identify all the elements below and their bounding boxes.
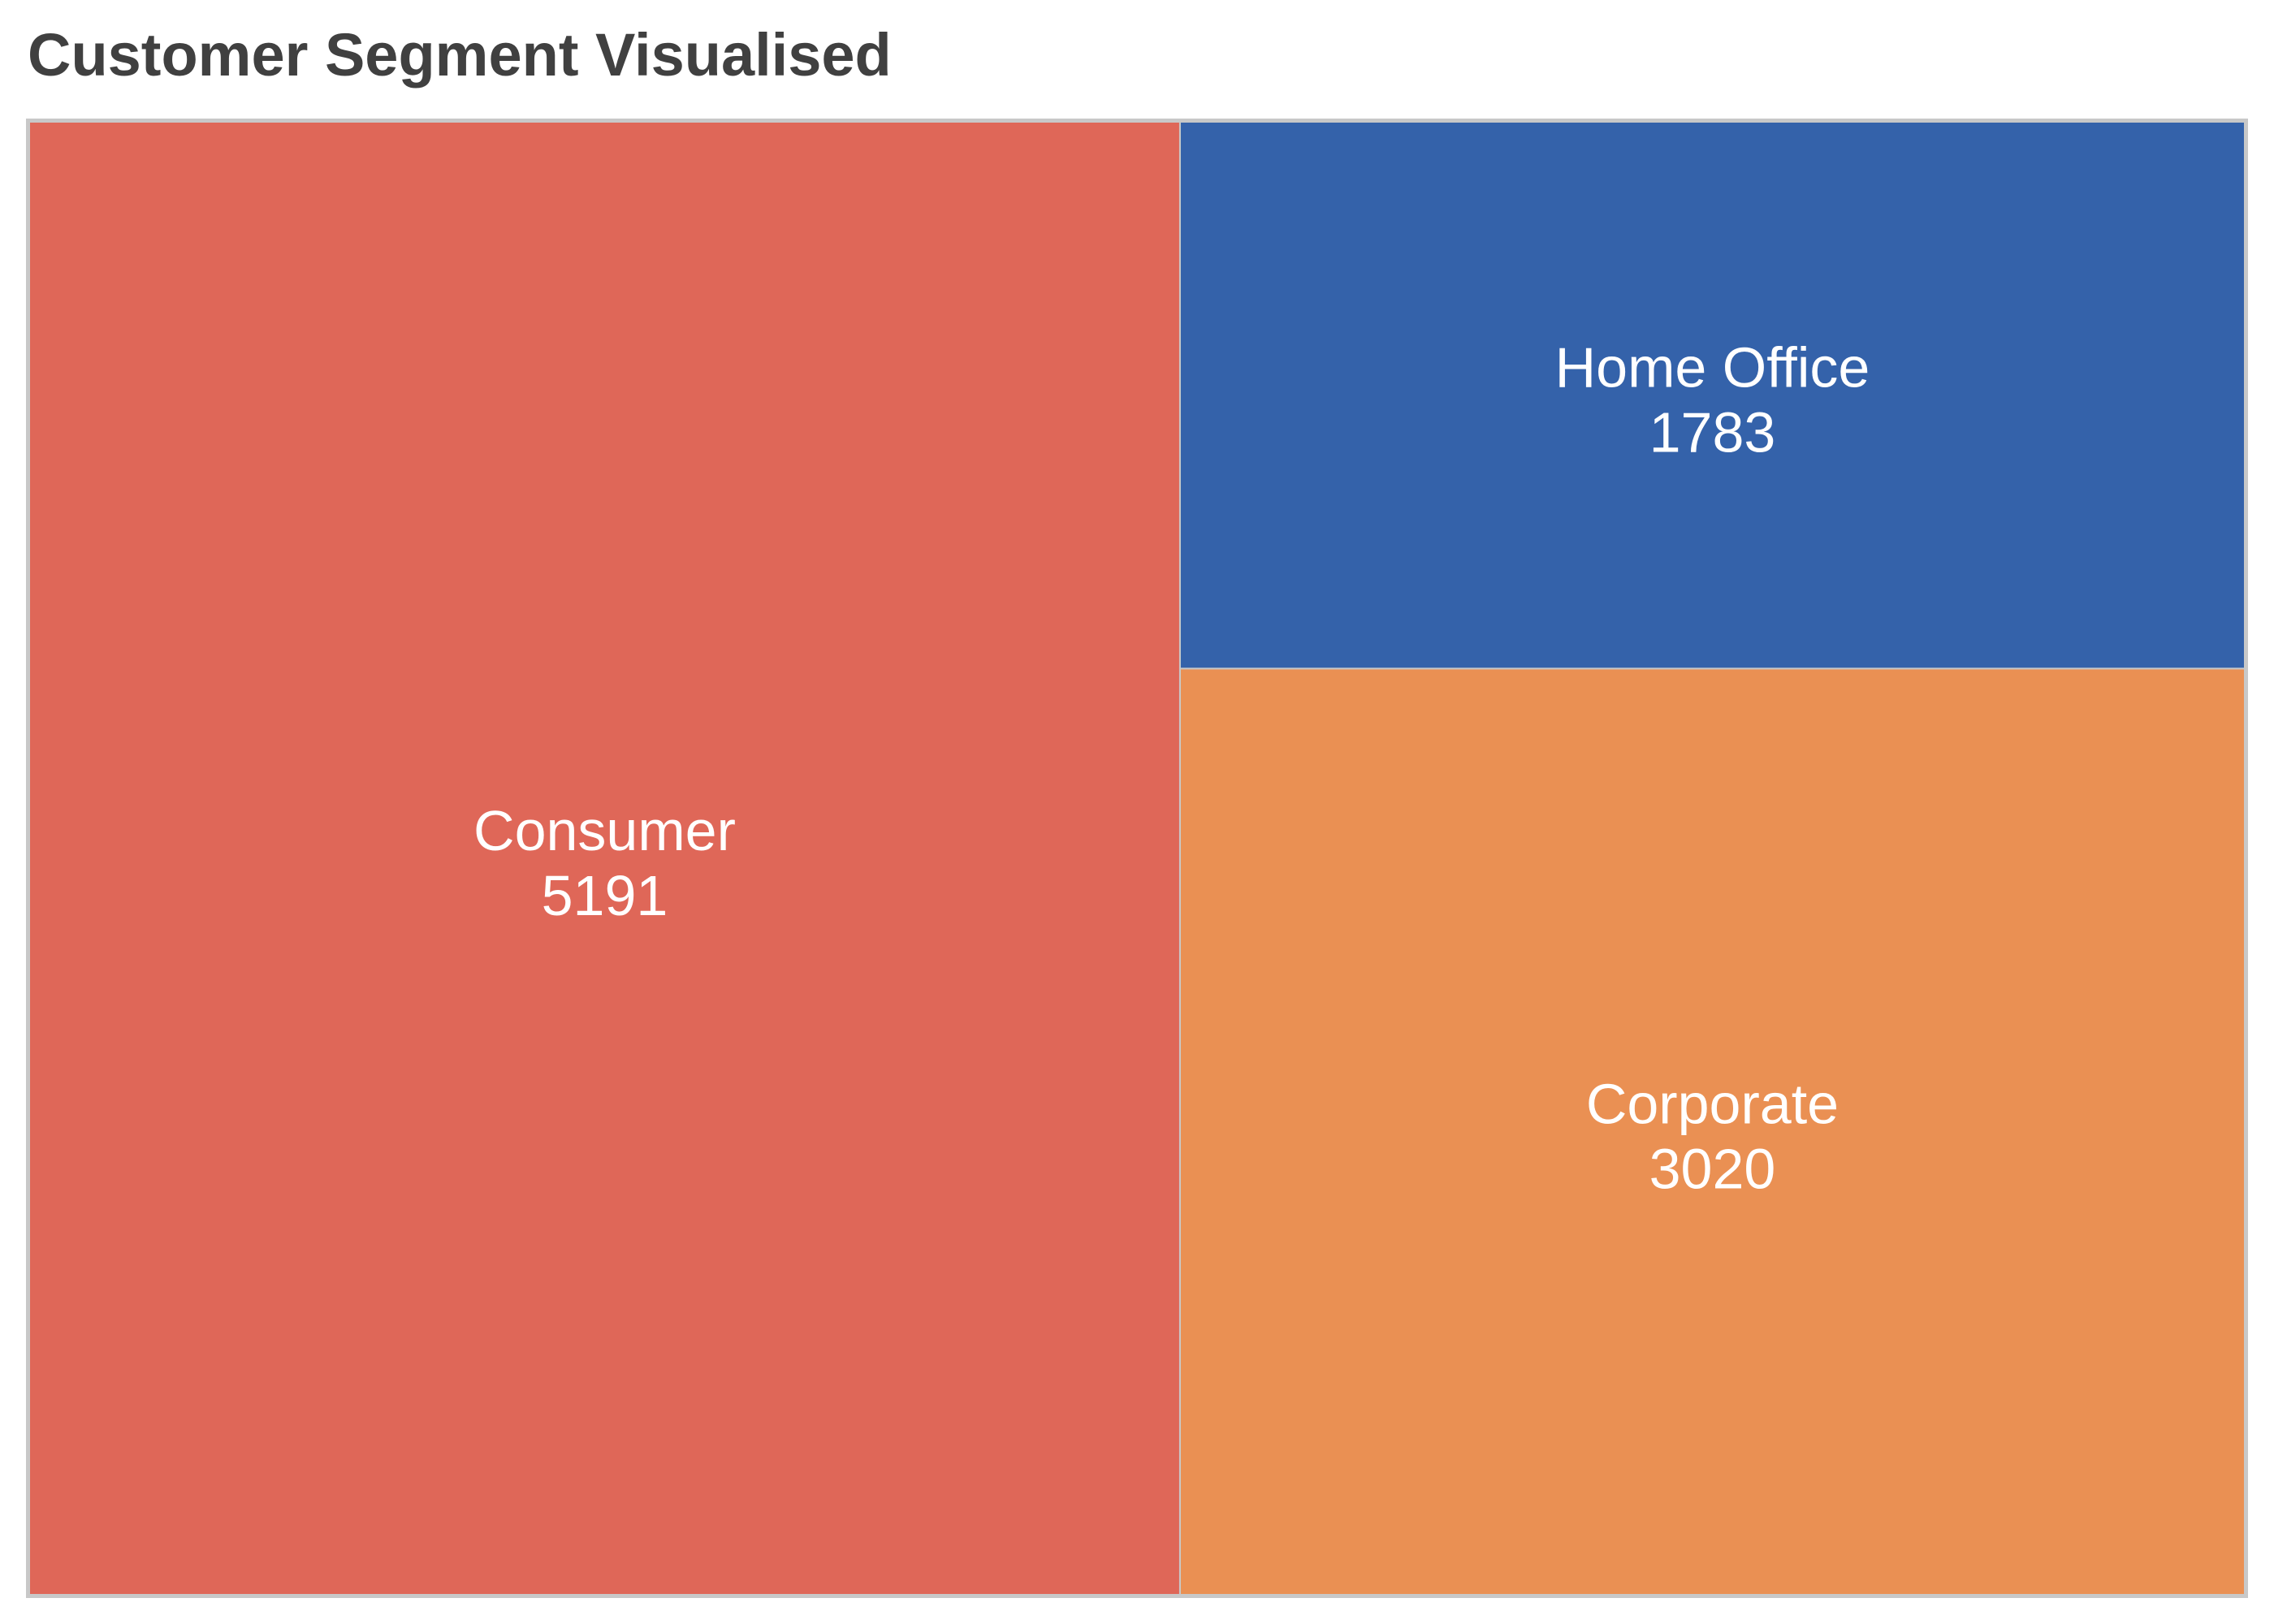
tile-label-value-corporate: 3020 <box>1649 1138 1776 1201</box>
chart-title: Customer Segment Visualised <box>28 21 892 89</box>
tile-label-name-home-office: Home Office <box>1555 336 1870 400</box>
treemap-tile-home-office[interactable] <box>1178 121 2246 670</box>
tile-label-value-consumer: 5191 <box>542 864 668 927</box>
tile-label-name-consumer: Consumer <box>473 799 736 862</box>
treemap-tile-corporate[interactable] <box>1178 667 2246 1596</box>
tile-label-name-corporate: Corporate <box>1586 1073 1839 1136</box>
treemap-tile-consumer[interactable] <box>28 121 1181 1596</box>
tile-label-value-home-office: 1783 <box>1649 401 1776 464</box>
